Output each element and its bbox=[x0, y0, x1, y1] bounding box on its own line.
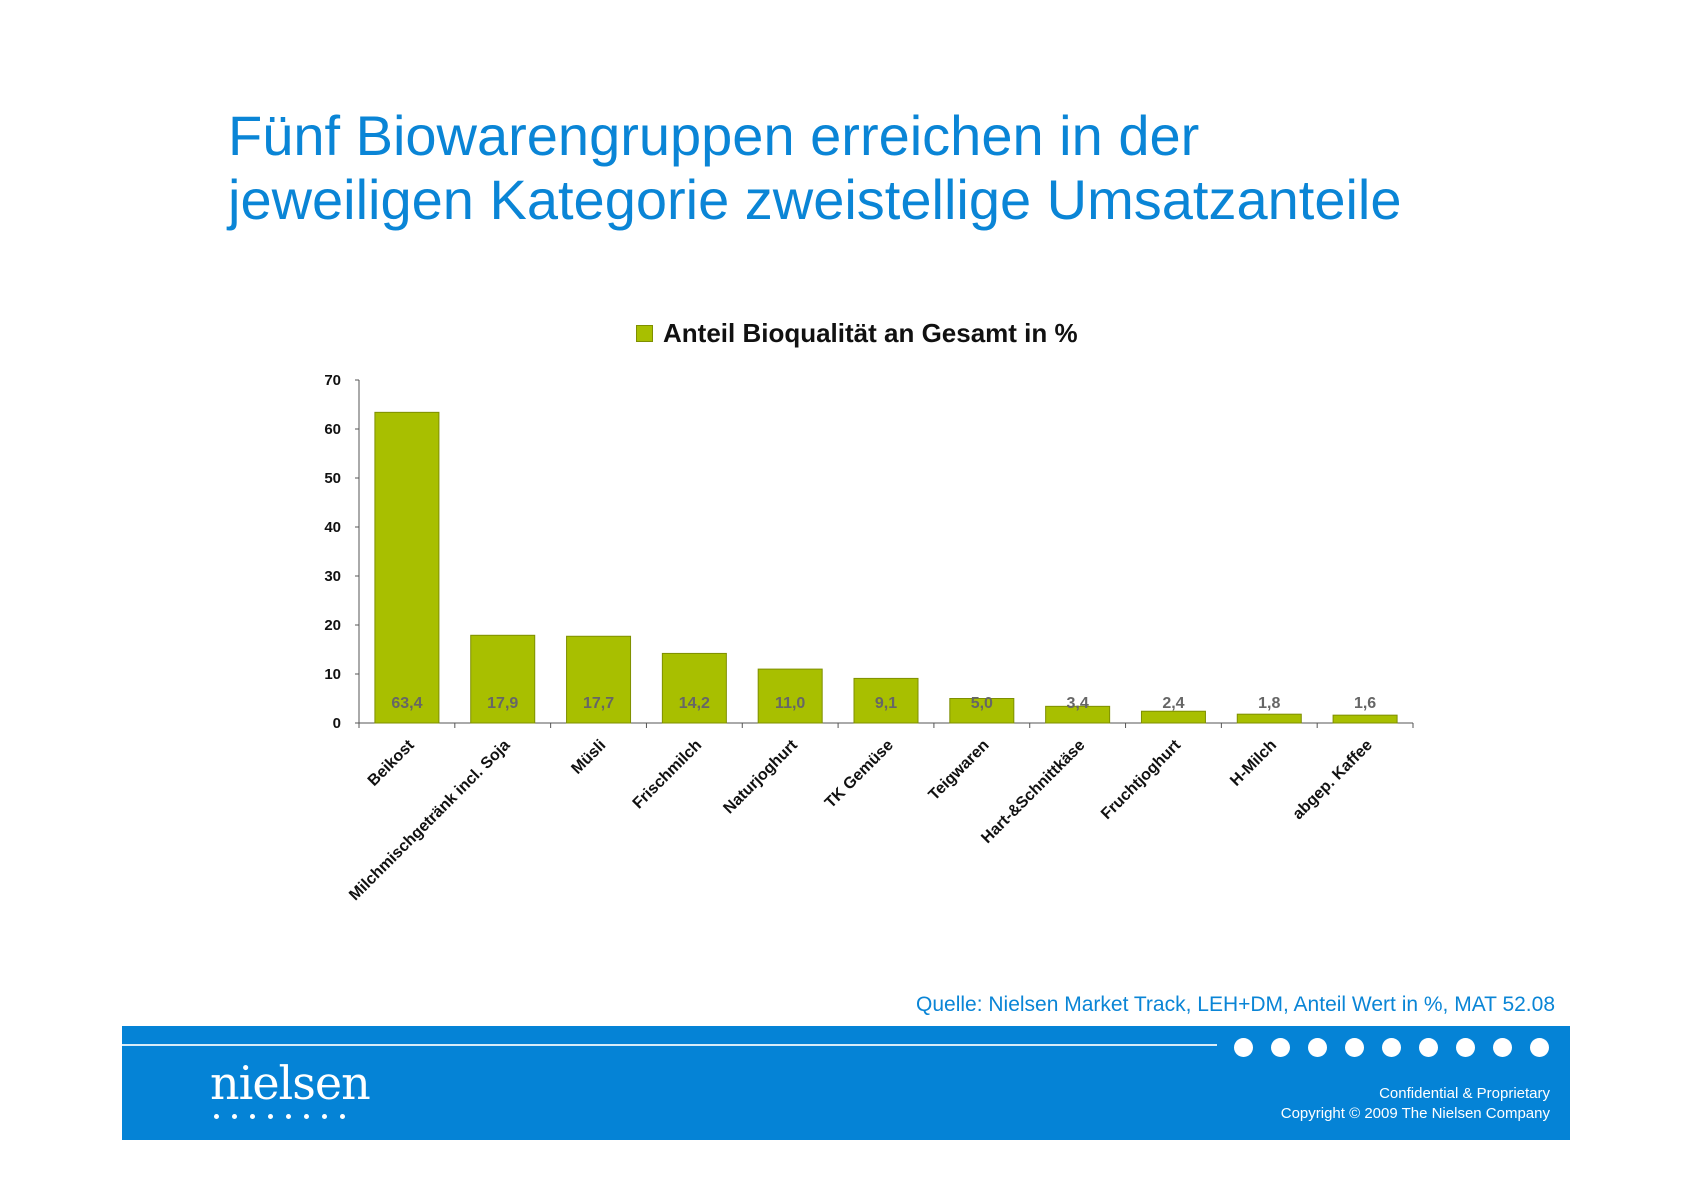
title-line-2: jeweiligen Kategorie zweistellige Umsatz… bbox=[228, 168, 1402, 231]
logo-dots bbox=[214, 1114, 345, 1119]
bar bbox=[566, 635, 632, 724]
bar bbox=[1236, 713, 1302, 724]
bar bbox=[470, 634, 536, 724]
title-line-1: Fünf Biowarengruppen erreichen in der bbox=[228, 104, 1200, 167]
y-tick-label: 70 bbox=[324, 372, 341, 389]
category-label: Hart-&Schnittkäse bbox=[978, 737, 1088, 847]
y-tick-label: 30 bbox=[324, 568, 341, 585]
legend-swatch bbox=[636, 325, 653, 342]
bar bbox=[1332, 714, 1398, 724]
category-label: Naturjoghurt bbox=[720, 736, 801, 817]
source-note: Quelle: Nielsen Market Track, LEH+DM, An… bbox=[916, 993, 1555, 1016]
category-label: H-Milch bbox=[1227, 737, 1280, 790]
data-label: 17,7 bbox=[583, 695, 614, 712]
y-tick-label: 10 bbox=[324, 666, 341, 683]
copyright-text: Copyright © 2009 The Nielsen Company bbox=[1280, 1105, 1550, 1122]
category-label: Frischmilch bbox=[630, 737, 706, 813]
footer-legal: Confidential & Proprietary Copyright © 2… bbox=[1281, 1084, 1550, 1124]
bar bbox=[757, 668, 823, 724]
footer-divider bbox=[122, 1044, 1217, 1046]
data-label: 11,0 bbox=[775, 695, 805, 712]
confidential-text: Confidential & Proprietary bbox=[1379, 1085, 1550, 1102]
bar-chart: 0 10 20 30 40 50 60 70 63,4 Beikost 17,9 Milchmisch… bbox=[324, 372, 1414, 904]
data-label: 14,2 bbox=[679, 695, 710, 712]
y-tick-label: 0 bbox=[333, 715, 341, 732]
bar bbox=[661, 652, 727, 724]
y-tick-label: 60 bbox=[324, 421, 341, 438]
data-label: 3,4 bbox=[1067, 695, 1089, 712]
y-tick-label: 50 bbox=[324, 470, 341, 487]
category-label: Fruchtjoghurt bbox=[1098, 736, 1185, 823]
data-label: 1,8 bbox=[1258, 695, 1280, 712]
data-label: 1,6 bbox=[1354, 695, 1376, 712]
footer-bar: nielsen Confidential & Proprietary Copyr… bbox=[122, 1026, 1570, 1140]
category-label: Teigwaren bbox=[926, 737, 993, 804]
category-label: Milchmischgetränk incl. Soja bbox=[346, 737, 513, 904]
footer-dots bbox=[1234, 1038, 1549, 1057]
bar bbox=[1045, 705, 1111, 724]
y-tick-label: 20 bbox=[324, 617, 341, 634]
data-label: 5,0 bbox=[971, 695, 993, 712]
bar bbox=[949, 698, 1015, 724]
y-tick-label: 40 bbox=[324, 519, 341, 536]
chart-legend: Anteil Bioqualität an Gesamt in % bbox=[636, 318, 1078, 349]
category-label: abgep. Kaffee bbox=[1290, 737, 1376, 823]
nielsen-logo: nielsen bbox=[210, 1056, 371, 1110]
data-label: 17,9 bbox=[487, 695, 518, 712]
legend-label: Anteil Bioqualität an Gesamt in % bbox=[663, 318, 1078, 348]
category-label: Müsli bbox=[568, 737, 609, 778]
bar bbox=[374, 411, 440, 724]
data-label: 2,4 bbox=[1162, 695, 1184, 712]
data-label: 9,1 bbox=[875, 695, 897, 712]
bar bbox=[853, 677, 919, 724]
page-title: Fünf Biowarengruppen erreichen in der je… bbox=[228, 104, 1401, 232]
category-label: Beikost bbox=[365, 736, 418, 789]
category-label: TK Gemüse bbox=[822, 737, 897, 812]
data-label: 63,4 bbox=[391, 695, 422, 712]
bar bbox=[1140, 710, 1206, 724]
